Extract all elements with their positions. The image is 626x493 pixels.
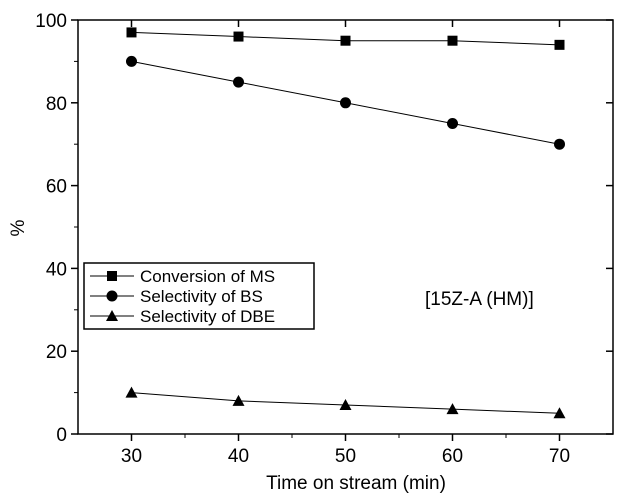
series-3: [125, 386, 566, 419]
data-point: [125, 386, 138, 398]
x-tick-label: 60: [442, 446, 463, 467]
y-tick-label: 20: [46, 342, 67, 363]
data-point: [340, 35, 351, 46]
plot-frame: [77, 19, 614, 435]
axes: 30 40 50 60 70 0 20 40 60 80 100: [35, 11, 614, 467]
data-point: [339, 399, 352, 411]
data-point: [447, 118, 458, 129]
series-1: [126, 27, 565, 50]
legend-marker: [107, 271, 117, 281]
series-group: [125, 27, 566, 419]
series-2: [126, 55, 565, 150]
data-point: [447, 35, 458, 46]
y-axis-label: %: [8, 219, 29, 236]
x-axis-label: Time on stream (min): [266, 473, 446, 493]
y-tick-label: 40: [46, 259, 67, 280]
x-tick-label: 30: [121, 446, 142, 467]
x-tick-label: 40: [228, 446, 249, 467]
x-tick-label: 50: [335, 446, 356, 467]
data-point: [232, 394, 245, 406]
legend-marker: [106, 290, 118, 302]
legend-marker: [106, 310, 118, 321]
data-point: [126, 55, 137, 67]
chart-annotation: [15Z-A (HM)]: [425, 289, 534, 310]
data-point: [554, 39, 565, 50]
data-point: [126, 27, 137, 38]
data-point: [554, 138, 565, 150]
legend-label: Selectivity of DBE: [140, 307, 275, 326]
data-point: [340, 97, 351, 109]
y-tick-label: 100: [35, 11, 67, 32]
y-tick-label: 0: [56, 425, 67, 446]
legend-label: Selectivity of BS: [140, 287, 263, 306]
data-point: [446, 403, 459, 415]
data-point: [233, 76, 244, 88]
data-point: [233, 31, 244, 42]
x-tick-label: 70: [549, 446, 570, 467]
data-point: [553, 407, 566, 419]
y-tick-label: 80: [46, 94, 67, 115]
y-tick-label: 60: [46, 177, 67, 198]
legend-label: Conversion of MS: [140, 267, 275, 286]
